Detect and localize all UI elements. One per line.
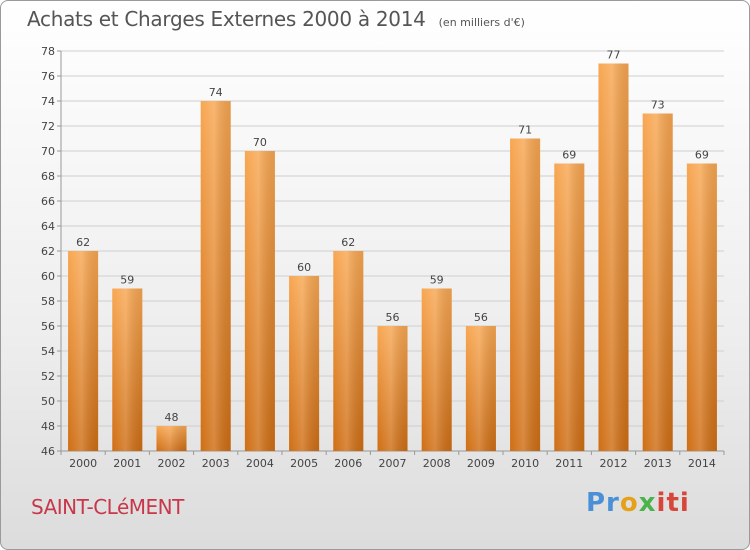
chart-subtitle: (en milliers d'€) (438, 16, 525, 29)
y-tick-label: 74 (41, 95, 55, 108)
bar-shine (333, 251, 364, 451)
bar-shine (686, 163, 717, 451)
data-label: 60 (297, 261, 311, 274)
bar-shine (421, 288, 452, 451)
logo-part: x (638, 488, 657, 518)
x-tick-label: 2005 (290, 457, 318, 470)
data-label: 59 (120, 274, 134, 287)
y-tick-label: 64 (41, 220, 55, 233)
y-tick-label: 48 (41, 420, 55, 433)
bar-shine (642, 113, 673, 451)
y-tick-label: 62 (41, 245, 55, 258)
y-tick-label: 78 (41, 45, 55, 58)
data-label: 62 (76, 236, 90, 249)
data-labels: 62 59 48 74 70 60 62 56 59 56 71 69 77 73 69 (76, 49, 709, 425)
bar-shine (156, 426, 187, 451)
data-label: 48 (165, 411, 179, 424)
y-tick-label: 76 (41, 70, 55, 83)
bar-shine (510, 138, 541, 451)
y-tick-label: 70 (41, 145, 55, 158)
y-tick-label: 60 (41, 270, 55, 283)
data-label: 56 (386, 311, 400, 324)
bar-shine (244, 151, 275, 451)
x-tick-label: 2011 (555, 457, 583, 470)
bar-shine (112, 288, 143, 451)
data-label: 70 (253, 136, 267, 149)
bar-shine (289, 276, 320, 451)
data-label: 56 (474, 311, 488, 324)
bar-shine (377, 326, 408, 451)
commune-name: SAINT-CLéMENT (31, 495, 184, 519)
x-tick-label: 2002 (158, 457, 186, 470)
x-tick-label: 2010 (511, 457, 539, 470)
x-tick-label: 2007 (379, 457, 407, 470)
data-label: 69 (695, 149, 709, 162)
chart-title: Achats et Charges Externes 2000 à 2014 (27, 7, 426, 31)
x-tick-label: 2006 (334, 457, 362, 470)
x-tick-label: 2001 (113, 457, 141, 470)
y-tick-label: 66 (41, 195, 55, 208)
y-tick-label: 68 (41, 170, 55, 183)
title-block: Achats et Charges Externes 2000 à 2014 (… (27, 7, 525, 31)
y-tick-label: 54 (41, 345, 55, 358)
y-tick-label: 50 (41, 395, 55, 408)
bar-shine (554, 163, 585, 451)
y-tick-label: 72 (41, 120, 55, 133)
x-tick-label: 2000 (69, 457, 97, 470)
x-axis-ticks: 2000 2001 2002 2003 2004 2005 2006 2007 2008 2009… (60, 451, 725, 470)
data-label: 74 (209, 86, 223, 99)
data-label: 73 (651, 99, 665, 112)
y-tick-label: 46 (41, 445, 55, 458)
data-label: 71 (518, 124, 532, 137)
proxiti-logo: Proxiti (586, 488, 690, 518)
data-label: 69 (562, 149, 576, 162)
x-tick-label: 2009 (467, 457, 495, 470)
logo-part: o (619, 488, 639, 518)
x-tick-label: 2012 (600, 457, 628, 470)
y-tick-label: 56 (41, 320, 55, 333)
bars (68, 63, 717, 451)
y-tick-label: 58 (41, 295, 55, 308)
data-label: 62 (341, 236, 355, 249)
bar-shine (200, 101, 231, 451)
x-tick-label: 2008 (423, 457, 451, 470)
data-label: 59 (430, 274, 444, 287)
x-tick-label: 2004 (246, 457, 274, 470)
logo-part: iti (656, 488, 690, 518)
logo-part: Pr (586, 488, 620, 518)
bar-shine (598, 63, 629, 451)
bar-shine (465, 326, 496, 451)
x-tick-label: 2013 (644, 457, 672, 470)
data-label: 77 (607, 49, 621, 62)
y-tick-label: 52 (41, 370, 55, 383)
x-tick-label: 2014 (688, 457, 716, 470)
x-tick-label: 2003 (202, 457, 230, 470)
bar-shine (68, 251, 99, 451)
